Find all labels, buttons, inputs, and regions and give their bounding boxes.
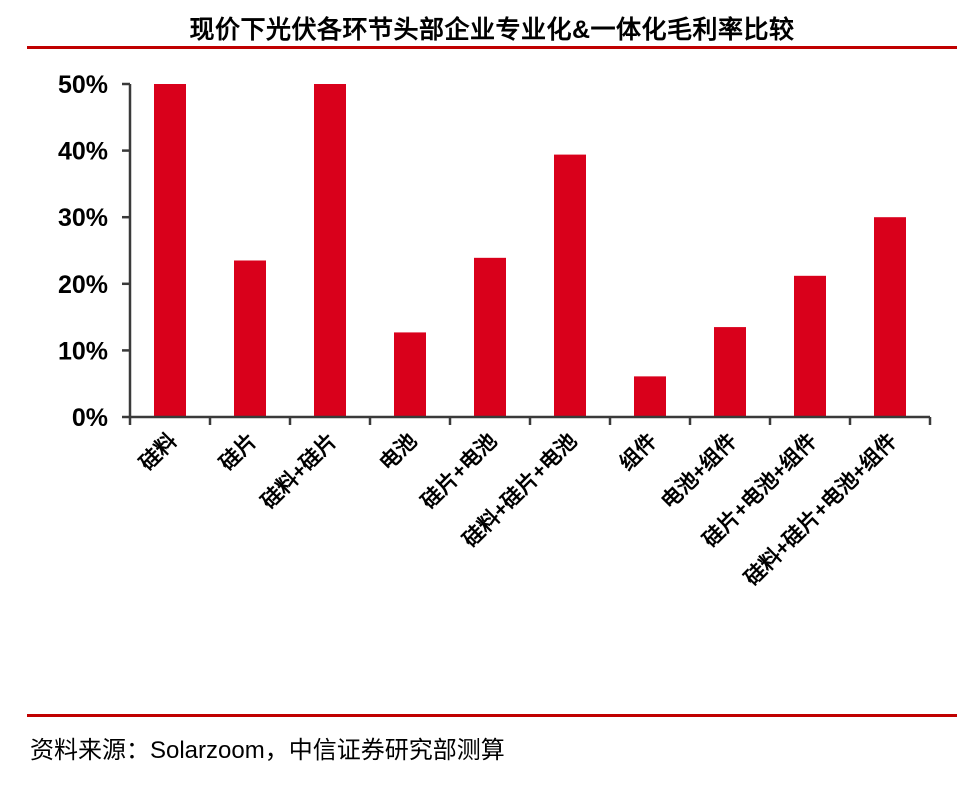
bar-硅料 bbox=[154, 84, 186, 417]
bar-组件 bbox=[634, 376, 666, 417]
y-tick-label: 30% bbox=[58, 204, 108, 232]
x-category-label: 硅片 bbox=[216, 429, 262, 475]
x-category-label: 组件 bbox=[615, 429, 662, 476]
bar-电池 bbox=[394, 332, 426, 417]
y-tick-label: 10% bbox=[58, 337, 108, 365]
source-text: 资料来源：Solarzoom，中信证券研究部测算 bbox=[30, 737, 505, 764]
bar-硅料+硅片+电池+组件 bbox=[874, 217, 906, 417]
bar-硅片+电池+组件 bbox=[794, 275, 826, 417]
y-tick-label: 0% bbox=[72, 404, 108, 432]
x-category-label: 硅片+电池 bbox=[417, 429, 501, 513]
y-tick-label: 40% bbox=[58, 138, 108, 166]
title-rule bbox=[27, 46, 957, 49]
bar-硅料+硅片 bbox=[314, 84, 346, 417]
y-tick-label: 20% bbox=[58, 271, 108, 299]
x-category-label: 电池+组件 bbox=[656, 429, 741, 514]
footer-rule bbox=[27, 714, 957, 717]
y-tick-label: 50% bbox=[58, 71, 108, 99]
chart-title: 现价下光伏各环节头部企业专业化&一体化毛利率比较 bbox=[189, 16, 795, 44]
bar-硅片+电池 bbox=[474, 257, 506, 417]
x-category-label: 硅料 bbox=[136, 429, 182, 475]
bar-硅料+硅片+电池 bbox=[554, 154, 586, 417]
bar-硅片 bbox=[234, 260, 266, 417]
x-category-label: 硅料+硅片+电池+组件 bbox=[740, 429, 902, 591]
x-category-label: 电池 bbox=[376, 429, 422, 475]
x-category-label: 硅料+硅片 bbox=[257, 429, 341, 513]
bar-电池+组件 bbox=[714, 327, 746, 417]
